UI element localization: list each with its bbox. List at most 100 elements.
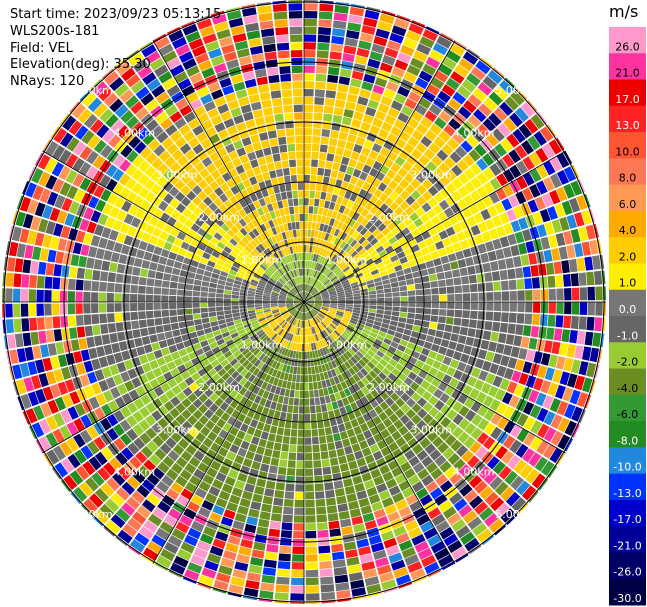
range-gate: [356, 351, 364, 359]
range-gate: [279, 292, 287, 297]
range-gate: [422, 63, 437, 76]
range-gate: [282, 275, 289, 282]
colorbar-tick-label: -30.0: [613, 592, 641, 605]
range-gate: [452, 325, 461, 334]
range-gate: [440, 416, 452, 428]
range-gate: [438, 63, 453, 77]
range-gate: [286, 300, 294, 302]
range-gate: [355, 245, 364, 253]
range-gate: [484, 491, 499, 506]
range-gate: [321, 364, 327, 372]
range-gate: [373, 508, 386, 519]
range-gate: [70, 491, 82, 505]
range-gate: [72, 157, 85, 172]
range-gate: [279, 387, 286, 396]
range-gate: [184, 218, 194, 229]
range-gate: [174, 117, 187, 130]
range-gate: [186, 65, 200, 77]
range-gate: [91, 382, 102, 395]
range-gate: [19, 228, 30, 243]
range-gate: [321, 307, 329, 312]
range-gate: [267, 67, 279, 76]
range-gate: [318, 160, 326, 168]
range-gate: [370, 269, 379, 276]
range-gate: [99, 108, 114, 123]
range-gate: [522, 266, 532, 278]
range-gate: [223, 509, 236, 520]
range-gate: [306, 302, 314, 306]
range-gate: [204, 409, 214, 419]
range-gate: [400, 291, 408, 297]
range-gate: [318, 428, 326, 437]
range-gate: [396, 327, 405, 334]
range-gate: [364, 243, 373, 251]
range-gate: [487, 69, 503, 85]
range-gate: [208, 486, 221, 497]
range-gate: [392, 259, 401, 267]
range-gate: [230, 25, 245, 36]
range-gate: [16, 348, 27, 363]
range-gate: [244, 523, 257, 534]
range-gate: [271, 293, 279, 297]
range-gate: [348, 86, 360, 96]
range-gate: [122, 130, 136, 144]
range-gate: [365, 338, 374, 346]
range-gate: [568, 258, 578, 273]
range-gate: [429, 123, 442, 136]
range-gate: [368, 312, 376, 317]
range-gate: [352, 290, 361, 294]
range-gate: [137, 294, 146, 302]
range-gate: [453, 498, 468, 512]
range-gate: [322, 347, 328, 356]
range-gate: [405, 195, 416, 206]
range-gate: [319, 396, 326, 405]
range-ring-label: 4.00km: [114, 126, 156, 139]
range-gate: [145, 50, 161, 64]
range-gate: [164, 541, 179, 555]
range-gate: [585, 224, 596, 240]
range-gate: [243, 380, 252, 389]
range-gate: [453, 277, 462, 286]
range-gate: [286, 247, 291, 255]
range-gate: [280, 451, 289, 460]
range-gate: [284, 389, 291, 397]
range-gate: [304, 34, 317, 42]
range-gate: [439, 187, 451, 199]
range-gate: [333, 480, 344, 490]
range-gate: [395, 574, 412, 586]
range-gate: [508, 149, 521, 164]
range-gate: [112, 374, 124, 386]
range-gate: [470, 66, 486, 81]
range-gate: [390, 282, 399, 288]
range-gate: [175, 203, 186, 214]
range-gate: [228, 150, 239, 161]
range-gate: [339, 431, 349, 440]
range-gate: [391, 466, 403, 478]
range-gate: [151, 85, 166, 98]
range-gate: [270, 306, 279, 309]
range-gate: [240, 440, 250, 450]
range-gate: [317, 420, 324, 429]
range-gate: [244, 78, 257, 89]
colorbar-tick-label: -4.0: [617, 382, 638, 395]
range-gate: [143, 251, 153, 261]
range-gate: [405, 184, 416, 195]
range-gate: [309, 277, 314, 285]
range-gate: [314, 304, 322, 308]
range-gate: [455, 343, 465, 353]
range-gate: [402, 431, 414, 443]
colorbar-swatch: [609, 447, 646, 475]
range-gate: [298, 252, 302, 261]
range-gate: [106, 354, 116, 366]
ray: [306, 303, 549, 491]
start-time-label: Start time: 2023/09/23 05:13:15: [10, 7, 222, 22]
range-gate: [415, 172, 427, 184]
range-gate: [256, 313, 265, 318]
range-gate: [427, 507, 442, 520]
range-gate: [337, 291, 345, 295]
range-gate: [430, 541, 446, 554]
range-gate: [445, 169, 457, 182]
range-gate: [236, 365, 245, 374]
range-gate: [265, 480, 276, 490]
range-gate: [191, 372, 201, 382]
